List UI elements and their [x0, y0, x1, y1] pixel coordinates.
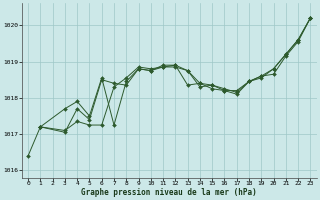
X-axis label: Graphe pression niveau de la mer (hPa): Graphe pression niveau de la mer (hPa)	[81, 188, 257, 197]
